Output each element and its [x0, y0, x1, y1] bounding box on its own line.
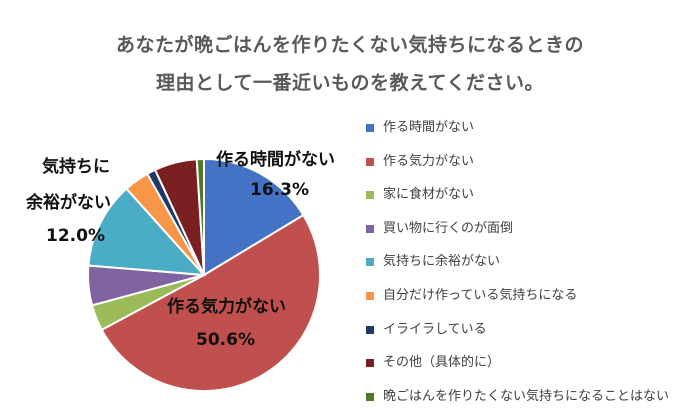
chart-title-line-2: 理由として一番近いものを教えてください。: [156, 72, 544, 94]
legend-item-7: イライラしている: [366, 320, 669, 354]
data-label-value-composure: 12.0%: [46, 226, 105, 246]
legend-item-8: その他（具体的に）: [366, 353, 669, 387]
legend-label-6: 自分だけ作っている気持ちになる: [383, 287, 578, 303]
data-label-value-time: 16.3%: [250, 180, 309, 200]
legend-swatch-5: [366, 258, 374, 267]
legend-label-7: イライラしている: [383, 321, 487, 337]
chart-legend: 作る時間がない 作る気力がない 家に食材がない買い物に行くのが面倒 気持ちに余裕がない…: [366, 118, 669, 420]
legend-item-9: 晩ごはんを作りたくない気持ちになることはない: [366, 387, 669, 420]
legend-label-1: 作る時間がない: [383, 120, 475, 135]
legend-item-6: 自分だけ作っている気持ちになる: [366, 286, 669, 320]
legend-swatch-1: [366, 124, 374, 132]
legend-label-8: その他（具体的に）: [383, 355, 501, 371]
pie-slice-9: [195, 157, 205, 276]
pie-slice-2: [100, 213, 322, 393]
legend-swatch-6: [366, 291, 374, 300]
legend-item-2: 作る気力がない: [366, 152, 669, 186]
chart-title-line-1: あなたが晩ごはんを作りたくない気持ちになるときの: [115, 34, 584, 56]
legend-swatch-7: [366, 325, 374, 334]
pie-slice-5: [87, 187, 207, 277]
legend-swatch-2: [366, 157, 374, 166]
data-label-name-time: 作る時間がない: [216, 150, 335, 170]
data-label-value-energy: 50.6%: [196, 330, 255, 350]
data-label-name-composure-line1: 気持ちに: [42, 157, 110, 177]
legend-item-1: 作る時間がない: [366, 118, 669, 152]
legend-item-4: 買い物に行くのが面倒: [366, 219, 669, 253]
legend-label-4: 買い物に行くのが面倒: [383, 220, 514, 236]
legend-swatch-3: [366, 191, 374, 200]
legend-label-5: 気持ちに余裕がない: [383, 254, 501, 270]
legend-label-2: 作る気力がない: [383, 153, 475, 169]
legend-item-5: 気持ちに余裕がない: [366, 252, 669, 286]
pie-slice-1: [203, 157, 305, 277]
legend-item-3: 家に食材がない: [366, 185, 669, 219]
legend-swatch-4: [366, 224, 374, 233]
legend-label-3: 家に食材がない: [383, 187, 475, 203]
legend-swatch-9: [366, 392, 374, 401]
data-label-name-energy: 作る気力がない: [167, 297, 286, 317]
data-label-name-composure-line2: 余裕がない: [26, 193, 111, 213]
legend-swatch-8: [366, 359, 374, 368]
legend-label-9: 晩ごはんを作りたくない気持ちになることはない: [383, 388, 670, 404]
